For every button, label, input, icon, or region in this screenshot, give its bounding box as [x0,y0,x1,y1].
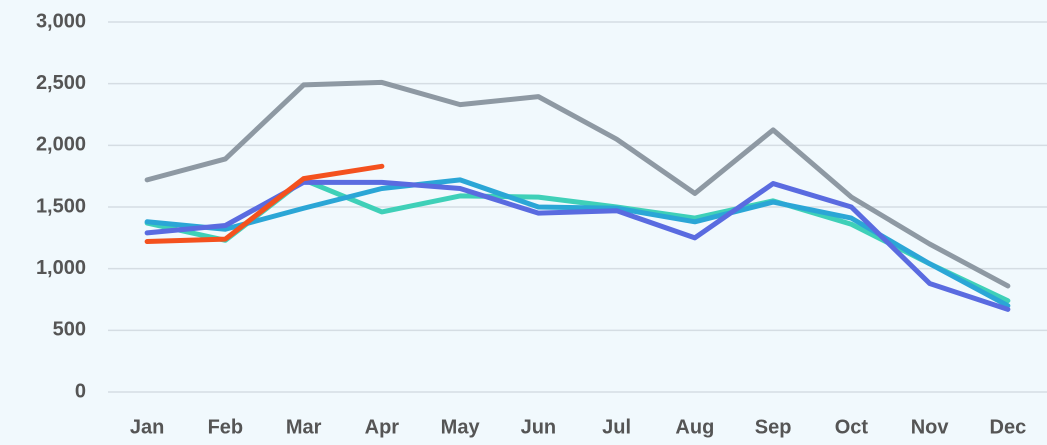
x-tick-label: Jan [130,416,164,438]
y-tick-label: 0 [75,380,86,402]
x-tick-label: Jul [602,416,631,438]
series-line [144,177,1011,309]
y-tick-label: 2,500 [36,72,86,94]
x-tick-label: Aug [675,416,714,438]
x-tick-label: May [441,416,481,438]
x-tick-label: Dec [990,416,1027,438]
y-tick-label: 500 [53,319,86,341]
x-tick-label: Nov [911,416,950,438]
x-tick-label: Apr [365,416,400,438]
series-line [144,79,1011,289]
x-tick-label: Mar [286,416,322,438]
y-tick-label: 1,000 [36,257,86,279]
y-tick-label: 3,000 [36,10,86,32]
x-tick-label: Jun [521,416,557,438]
x-tick-label: Oct [835,416,869,438]
x-tick-label: Feb [208,416,244,438]
x-tick-label: Sep [755,416,792,438]
series-line [144,163,385,245]
y-tick-label: 2,000 [36,134,86,156]
y-tick-label: 1,500 [36,195,86,217]
